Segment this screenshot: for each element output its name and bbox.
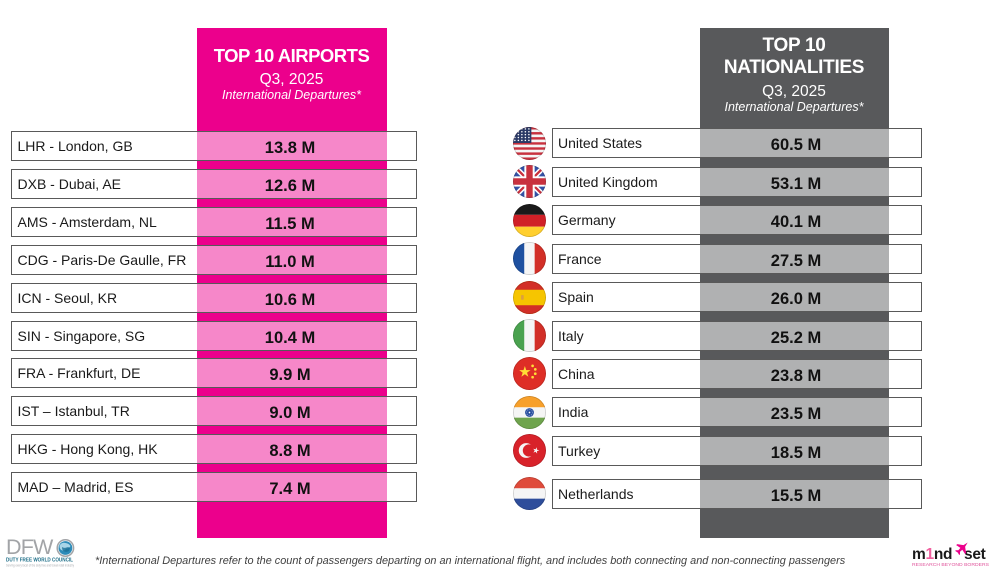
svg-text:Serving every facet of the dut: Serving every facet of the duty free and… <box>6 563 74 567</box>
svg-text:DUTY FREE WORLD COUNCIL: DUTY FREE WORLD COUNCIL <box>6 558 74 564</box>
svg-text:RESEARCH BEYOND BORDERS: RESEARCH BEYOND BORDERS <box>912 562 989 567</box>
svg-text:m1nd: m1nd <box>912 546 952 563</box>
svg-text:DFW: DFW <box>6 536 54 559</box>
svg-text:set: set <box>964 546 986 563</box>
